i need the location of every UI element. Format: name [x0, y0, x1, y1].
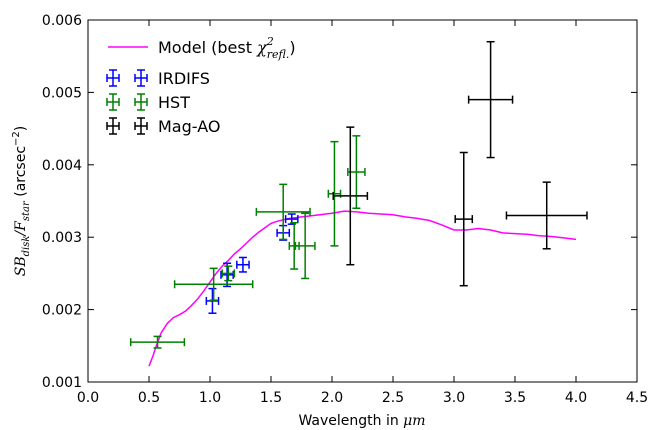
errorbar-irdifs [220, 262, 234, 288]
legend-swatch-mag-ao [106, 117, 148, 135]
x-axis-label: Wavelength in μm [298, 413, 425, 429]
errorbar-hst [221, 265, 236, 282]
x-tick-label: 1.5 [260, 390, 282, 406]
errorbar-hst [327, 140, 342, 247]
errorbar-layer [129, 40, 588, 349]
x-tick-label: 0.0 [77, 390, 99, 406]
y-tick-label: 0.002 [42, 303, 82, 319]
x-tick-label: 3.0 [443, 390, 465, 406]
y-axis-ticks: 0.001 0.002 0.003 0.004 0.005 0.006 [42, 13, 637, 391]
x-tick-label: 4.0 [565, 390, 587, 406]
y-tick-label: 0.003 [42, 230, 82, 246]
x-tick-label: 2.5 [382, 390, 404, 406]
legend-entry-irdifs: IRDIFS [106, 69, 210, 88]
plot-frame [87, 19, 638, 383]
legend-swatch-hst [106, 93, 148, 111]
x-tick-label: 2.0 [321, 390, 343, 406]
legend: Model (best χ2 refl.) IRDIFS HST Mag-AO [106, 35, 296, 136]
errorbar-mag-ao [332, 126, 369, 266]
model-layer [148, 210, 577, 367]
errorbar-mag-ao [454, 151, 474, 287]
y-tick-label: 0.005 [42, 85, 82, 101]
legend-label-hst: HST [158, 93, 190, 112]
errorbar-hst [173, 267, 254, 301]
legend-swatch-irdifs [106, 69, 148, 87]
legend-series: IRDIFS HST Mag-AO [106, 69, 220, 136]
y-tick-label: 0.001 [42, 375, 82, 391]
errorbar-mag-ao [505, 181, 588, 250]
errorbar-irdifs [236, 256, 250, 273]
x-axis-ticks: 0.0 0.5 1.0 1.5 2.0 2.5 3.0 3.5 4.0 4.5 [77, 20, 648, 406]
y-tick-label: 0.006 [42, 13, 82, 29]
legend-entry-model: Model (best χ2 refl.) [108, 35, 296, 61]
model-curve [148, 210, 577, 367]
legend-entry-hst: HST [106, 93, 190, 112]
errorbar-hst [294, 212, 316, 280]
x-tick-label: 1.0 [199, 390, 221, 406]
legend-label-model: Model (best χ2 refl.) [158, 35, 296, 61]
errorbar-hst [255, 183, 311, 241]
y-tick-label: 0.004 [42, 158, 82, 174]
errorbar-mag-ao [467, 40, 514, 159]
legend-entry-mag-ao: Mag-AO [106, 117, 220, 136]
errorbar-hst [129, 335, 186, 349]
x-tick-label: 3.5 [504, 390, 526, 406]
x-tick-label: 0.5 [138, 390, 160, 406]
x-tick-label: 4.5 [626, 390, 648, 406]
y-axis-label: SBdisk/Fstar (arcsec−2) [11, 126, 32, 277]
legend-label-irdifs: IRDIFS [158, 69, 210, 88]
legend-label-mag-ao: Mag-AO [158, 117, 220, 136]
